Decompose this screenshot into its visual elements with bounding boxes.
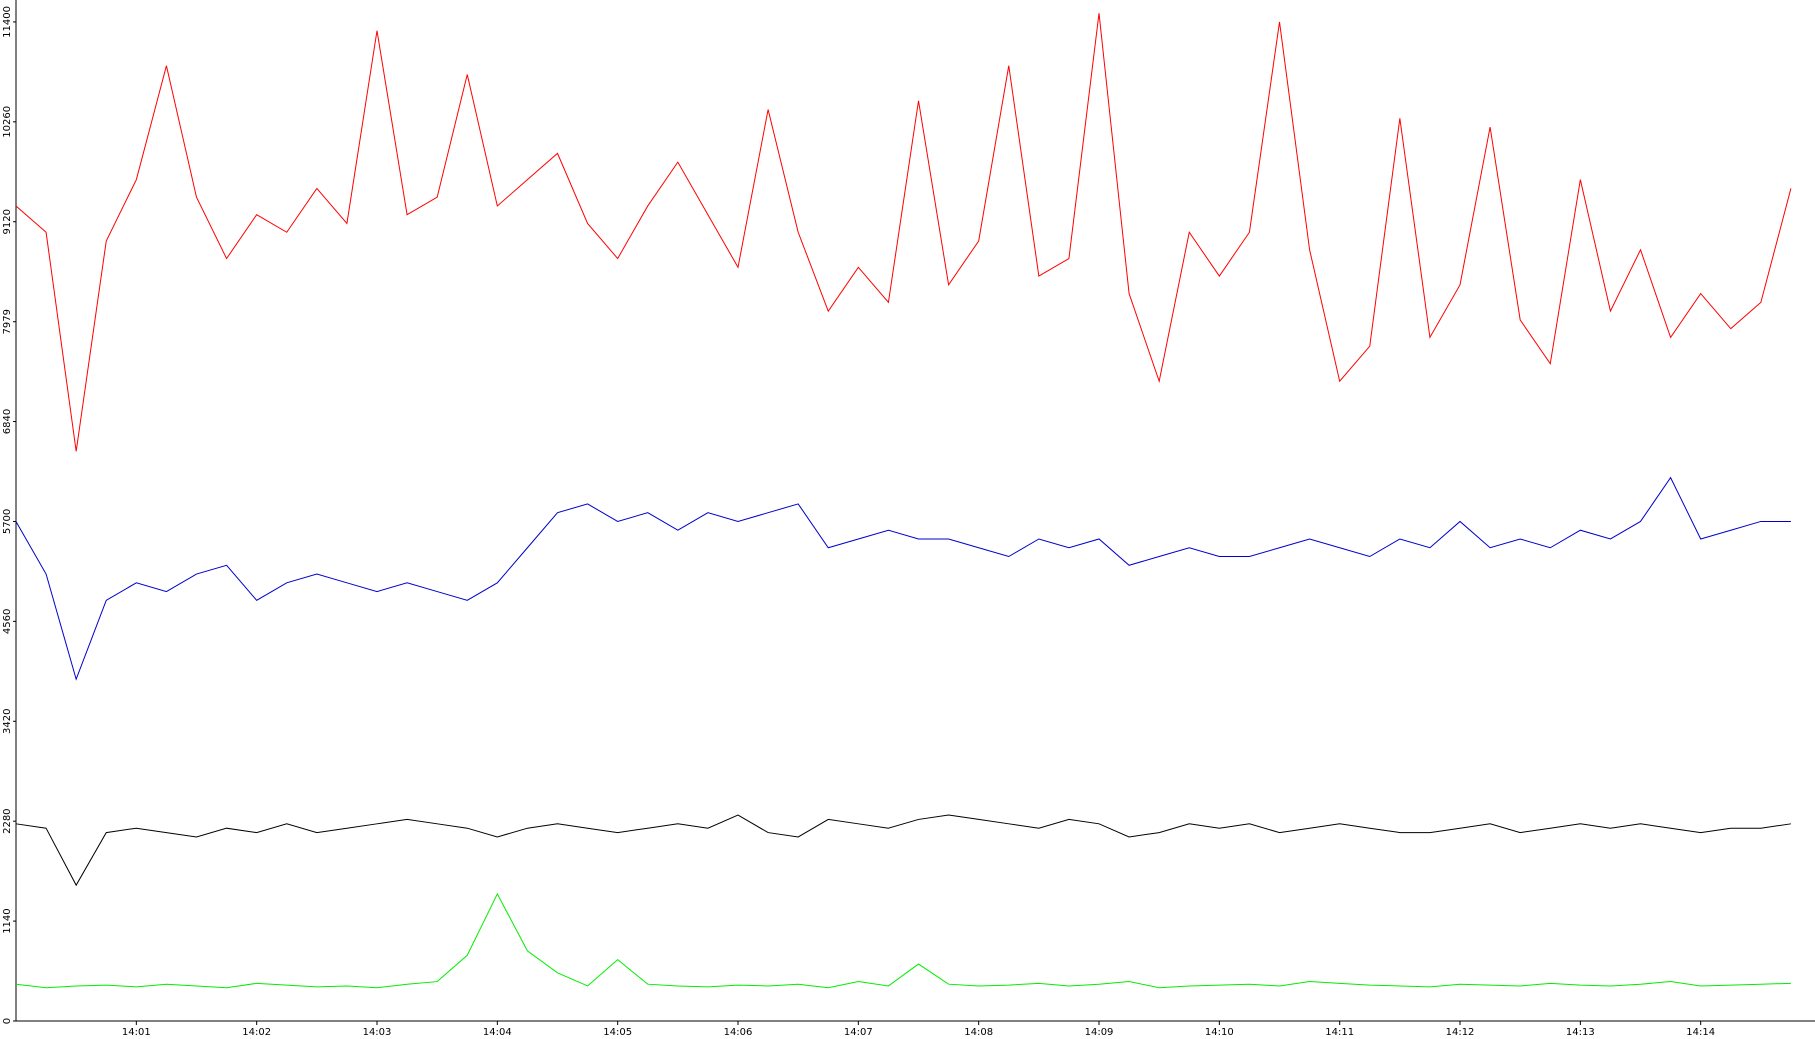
series-line [15, 814, 1792, 887]
y-tick-label: 2280 [2, 808, 13, 833]
y-tick-label: 6840 [2, 409, 13, 434]
x-tick-label: 14:06 [724, 1027, 753, 1038]
x-tick-label: 14:14 [1686, 1027, 1715, 1038]
y-tick-label: 3420 [2, 709, 13, 734]
x-tick-label: 14:05 [603, 1027, 632, 1038]
x-tick-label: 14:12 [1446, 1027, 1475, 1038]
y-tick-label: 4560 [2, 609, 13, 634]
y-tick-label: 5700 [2, 509, 13, 534]
y-tick-label: 0 [2, 1018, 13, 1024]
y-tick-label: 9120 [2, 209, 13, 234]
series-line [15, 13, 1792, 452]
x-tick-label: 14:03 [363, 1027, 392, 1038]
x-tick-label: 14:13 [1566, 1027, 1595, 1038]
x-tick-label: 14:08 [964, 1027, 993, 1038]
y-tick-label: 11400 [2, 6, 13, 38]
x-tick-label: 14:01 [122, 1027, 151, 1038]
x-tick-label: 14:10 [1205, 1027, 1234, 1038]
y-tick-label: 10260 [2, 106, 13, 138]
y-tick-label: 1140 [2, 908, 13, 933]
y-tick-label: 7979 [2, 309, 13, 334]
x-tick-label: 14:02 [242, 1027, 271, 1038]
x-tick-label: 14:11 [1325, 1027, 1354, 1038]
x-tick-label: 14:09 [1085, 1027, 1114, 1038]
series-line [15, 476, 1791, 681]
x-tick-label: 14:04 [483, 1027, 512, 1038]
series-line [15, 892, 1791, 989]
x-tick-label: 14:07 [844, 1027, 873, 1038]
